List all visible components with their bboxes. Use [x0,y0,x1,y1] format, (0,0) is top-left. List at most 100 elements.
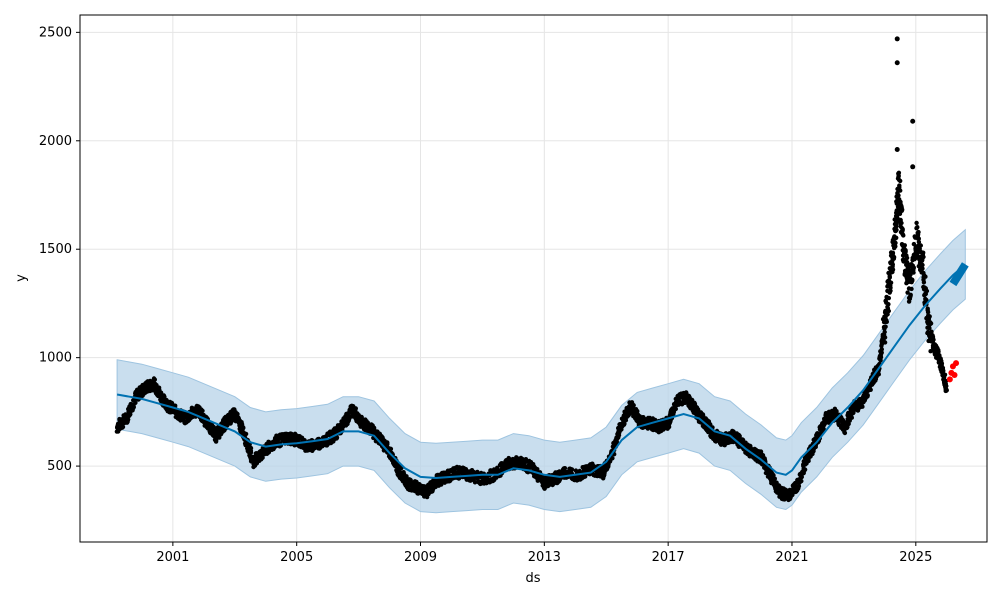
observed-point [927,314,932,319]
observed-point [737,433,742,439]
observed-point [371,425,377,430]
observed-point [131,404,136,410]
holdout-point [946,376,953,383]
observed-point [931,337,936,342]
observed-point [905,261,910,266]
observed-point [898,178,903,184]
observed-point [125,417,131,422]
y-tick-label: 500 [47,459,72,474]
x-tick-label: 2005 [280,550,313,565]
observed-point [813,444,818,450]
observed-point [248,448,254,453]
observed-point [235,411,240,417]
observed-point [911,267,916,272]
observed-point [916,239,922,245]
y-axis-label: y [14,274,29,282]
observed-point [885,312,890,317]
observed-point [905,290,910,295]
observed-point [243,431,249,437]
y-tick-label: 1500 [39,242,72,257]
observed-point [888,285,893,290]
observed-point [899,220,904,226]
observed-point [635,409,640,414]
observed-point [622,421,627,426]
plot-frame [79,14,988,543]
observed-point [882,335,888,340]
observed-point [894,227,899,233]
observed-point [133,400,138,405]
observed-point [879,350,884,355]
observed-point [902,243,907,248]
observed-point [385,441,390,447]
observed-point [353,406,358,411]
observed-point [915,232,921,237]
observed-point [882,329,887,335]
observed-point [888,280,894,285]
observed-point [673,406,678,412]
observed-point [535,467,540,472]
observed-point [799,478,804,484]
observed-point [944,387,949,393]
forecast-line-layer [116,262,969,480]
observed-point [868,387,873,392]
observed-point [334,435,340,440]
observed-point [886,295,891,301]
observed-point [910,277,915,282]
observed-point [887,275,892,280]
observed-point [865,393,870,398]
uncertainty-band [116,228,966,514]
observed-point [213,439,219,444]
observed-point [793,480,798,486]
uncertainty-band-layer [116,228,966,514]
observed-point [903,249,908,254]
observed-point [936,349,941,354]
observed-outlier-point [910,164,916,170]
observed-point [241,425,246,430]
observed-point [909,286,914,292]
observed-point [920,255,926,260]
forecast-horizon-segment [949,262,969,287]
observed-point [920,262,925,268]
observed-point [120,424,126,430]
observed-point [771,473,776,478]
x-tick-label: 2001 [156,550,189,565]
observed-point [941,368,946,373]
x-tick-label: 2021 [775,550,808,565]
observed-point [893,240,898,246]
observed-point [583,474,588,479]
observed-point [860,404,865,409]
observed-point [893,244,898,249]
observed-point [562,466,568,471]
observed-point [388,446,393,452]
observed-point [916,236,921,241]
observed-point [883,324,888,329]
observed-point [927,325,932,331]
observed-point [920,266,925,271]
observed-point [896,170,902,175]
observed-point [925,310,931,315]
x-axis-ticks: 2001 2005 2009 2013 2017 2021 2025 [156,542,932,565]
y-tick-label: 2000 [39,134,72,149]
observed-point [921,280,927,285]
observed-point [915,225,920,230]
observed-point [821,426,826,432]
observed-point [876,372,881,377]
observed-point [918,243,923,248]
observed-point [929,329,934,334]
holdout-point [951,372,958,379]
grid-layer [80,15,987,542]
holdout-point [953,360,960,367]
observed-point [914,220,919,226]
observed-point [901,233,906,238]
observed-point [886,302,891,307]
observed-point [878,355,884,360]
observed-point [890,264,895,269]
observed-point [606,464,611,469]
observed-point [900,207,905,212]
observed-point [802,467,808,472]
y-tick-label: 1000 [39,351,72,366]
observed-point [906,267,911,273]
x-tick-label: 2017 [652,550,685,565]
observed-point [173,403,178,408]
